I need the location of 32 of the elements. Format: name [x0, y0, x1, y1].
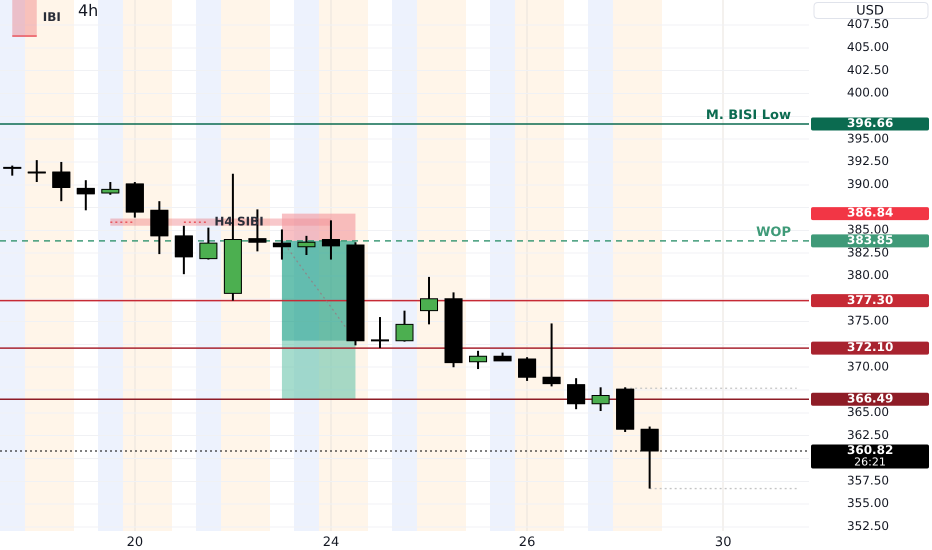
x-tick-label: 20	[126, 535, 144, 550]
y-tick-label: 380.00	[847, 268, 889, 282]
y-tick-label: 377.30	[847, 292, 894, 307]
ref-line-label: WOP	[756, 224, 791, 240]
x-tick-label: 26	[518, 535, 536, 550]
y-tick-label: 352.50	[847, 519, 889, 534]
y-tick-label: 390.00	[847, 176, 889, 191]
y-tick-label: 370.00	[847, 359, 889, 374]
y-tick-label: 402.50	[847, 62, 889, 77]
y-tick-label: 395.00	[847, 131, 889, 146]
y-tick-label: 355.00	[847, 496, 889, 510]
y-tick-label: 362.50	[847, 428, 889, 442]
x-tick-label: 30	[714, 535, 732, 550]
y-tick-label: 396.66	[847, 116, 894, 130]
text: 26:21	[854, 455, 886, 468]
y-tick-label: 400.00	[847, 86, 889, 100]
y-tick-label: 366.49	[847, 391, 894, 406]
series-label: IBI	[42, 10, 61, 24]
y-tick-label: 392.50	[847, 154, 889, 168]
x-tick-label: 24	[322, 535, 340, 550]
y-tick-label: 382.50	[847, 245, 889, 260]
chart-title: 4h	[78, 1, 98, 20]
y-tick-label: 357.50	[847, 473, 889, 488]
y-tick-label: 407.50	[847, 17, 889, 32]
y-tick-label: 386.84	[847, 206, 894, 220]
y-axis-title: USD	[856, 3, 884, 18]
y-tick-label: 405.00	[847, 40, 889, 54]
y-tick-label: 372.10	[847, 340, 894, 354]
y-tick-label: 360.82	[847, 443, 894, 458]
y-tick-label: 365.00	[847, 404, 889, 419]
ref-line-label: M. BISI Low	[706, 108, 791, 123]
y-tick-label: 375.00	[847, 314, 889, 328]
